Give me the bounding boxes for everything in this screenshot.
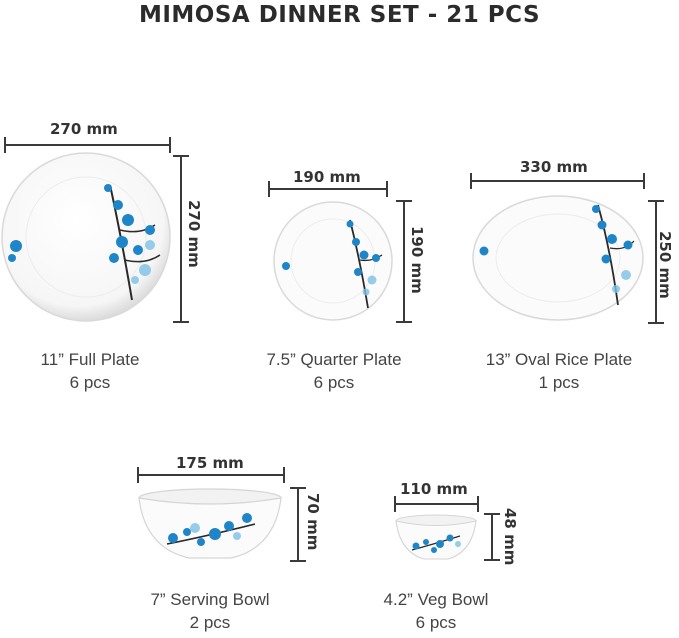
quarter-plate-width-tick-left [268,181,270,197]
full-plate-width-label: 270 mm [50,120,118,138]
veg-bowl-height-tick-bottom [484,559,500,561]
serving-bowl-width-tick-left [137,467,139,483]
serving-bowl-name: 7” Serving Bowl [150,590,270,609]
serving-bowl-width-tick-right [283,467,285,483]
full-plate-width-tick-left [4,137,6,153]
quarter-plate-width-line [268,188,388,190]
quarter-plate-height-label: 190 mm [408,226,426,294]
serving-bowl-image [138,488,282,559]
oval-plate-width-tick-right [643,173,645,189]
veg-bowl-width-label: 110 mm [400,480,468,498]
oval-plate-height-tick-top [648,200,664,202]
oval-plate-name: 13” Oval Rice Plate [485,350,633,369]
full-plate-height-label: 270 mm [185,200,203,268]
veg-bowl-height-tick-top [484,513,500,515]
serving-bowl-height-tick-bottom [290,560,306,562]
quarter-plate-height-tick-top [396,200,412,202]
quarter-plate-qty: 6 pcs [313,373,355,392]
veg-bowl-width-line [394,503,479,505]
serving-bowl-height-line [297,487,299,562]
quarter-plate-height-line [403,200,405,323]
oval-plate-height-tick-bottom [648,322,664,324]
oval-plate-image [472,195,644,321]
serving-bowl-qty: 2 pcs [189,613,231,632]
full-plate-height-line [180,155,182,323]
quarter-plate-width-label: 190 mm [293,168,361,186]
veg-bowl-width-tick-right [477,496,479,512]
full-plate-width-tick-right [169,137,171,153]
full-plate-height-tick-bottom [173,321,189,323]
full-plate-image [1,152,171,322]
quarter-plate-image [273,201,393,321]
serving-bowl-width-line [137,474,285,476]
serving-bowl-width-label: 175 mm [176,454,244,472]
veg-bowl-qty: 6 pcs [415,613,457,632]
full-plate-qty: 6 pcs [69,373,111,392]
veg-bowl-image [395,514,477,560]
serving-bowl-height-label: 70 mm [304,493,322,551]
quarter-plate-name: 7.5” Quarter Plate [266,350,402,369]
veg-bowl-height-line [491,513,493,561]
page-title: MIMOSA DINNER SET - 21 PCS [138,2,541,28]
oval-plate-height-line [655,200,657,324]
full-plate-name: 11” Full Plate [40,350,140,369]
oval-plate-qty: 1 pcs [538,373,580,392]
oval-plate-width-tick-left [470,173,472,189]
full-plate-height-tick-top [173,155,189,157]
veg-bowl-height-label: 48 mm [501,508,519,566]
quarter-plate-width-tick-right [386,181,388,197]
veg-bowl-width-tick-left [394,496,396,512]
oval-plate-height-label: 250 mm [656,231,674,299]
oval-plate-width-line [470,180,645,182]
full-plate-width-line [4,144,171,146]
oval-plate-width-label: 330 mm [520,158,588,176]
veg-bowl-name: 4.2” Veg Bowl [383,590,489,609]
serving-bowl-height-tick-top [290,487,306,489]
quarter-plate-height-tick-bottom [396,321,412,323]
